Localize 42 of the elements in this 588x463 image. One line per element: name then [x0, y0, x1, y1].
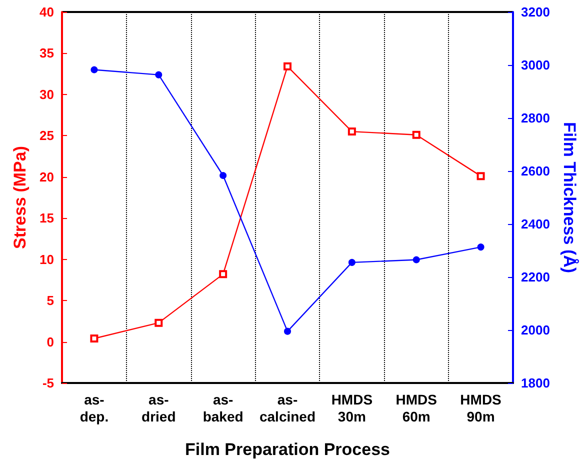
- point: [219, 270, 228, 278]
- point: [412, 130, 420, 139]
- y2-axis-title: Film Thickness (Å): [560, 122, 579, 274]
- y-tick-label: 5: [46, 293, 54, 308]
- x-tick-label: as- calcined: [259, 392, 316, 424]
- y-tick-label: 10: [40, 252, 54, 267]
- y2-tick-label: 2000: [521, 322, 550, 338]
- point: [284, 328, 291, 335]
- x-axis-title: Film Preparation Process: [184, 440, 390, 459]
- point: [154, 318, 163, 327]
- y-tick-label: 25: [40, 128, 54, 144]
- y-axis-title: Stress (MPa): [10, 146, 30, 249]
- point: [348, 128, 356, 136]
- y-tick-label: -5: [42, 376, 54, 390]
- x-tick-label: HMDS 90m: [460, 392, 502, 424]
- y2-tick-label: 3000: [521, 58, 550, 72]
- y-tick-label: 40: [40, 4, 54, 20]
- x-tick-label: as- dep.: [80, 392, 109, 424]
- y-tick-label: 20: [40, 169, 54, 184]
- y-tick-label: 30: [40, 86, 54, 102]
- y2-tick-label: 1800: [521, 376, 550, 390]
- x-tick-label: as- baked: [202, 392, 244, 424]
- point: [477, 244, 484, 251]
- point: [412, 256, 420, 264]
- y-tick-label: 0: [46, 334, 54, 350]
- y2-tick-label: 3200: [521, 4, 550, 20]
- y2-tick-label: 2800: [521, 110, 550, 126]
- y2-tick-label: 2200: [521, 270, 550, 284]
- point: [284, 62, 292, 70]
- point: [90, 66, 98, 74]
- y-tick-label: 15: [40, 210, 54, 226]
- x-tick-label: HMDS 60m: [396, 392, 437, 424]
- y2-tick-label: 2400: [521, 216, 550, 232]
- point: [348, 258, 356, 266]
- x-tick-label: HMDS 30m: [331, 392, 373, 424]
- y2-tick-label: 2600: [521, 164, 550, 178]
- point: [90, 334, 98, 342]
- y-tick-label: 35: [40, 46, 54, 61]
- point: [220, 172, 227, 180]
- point: [476, 172, 485, 180]
- point: [155, 71, 162, 78]
- x-tick-label: as- dried: [142, 392, 176, 424]
